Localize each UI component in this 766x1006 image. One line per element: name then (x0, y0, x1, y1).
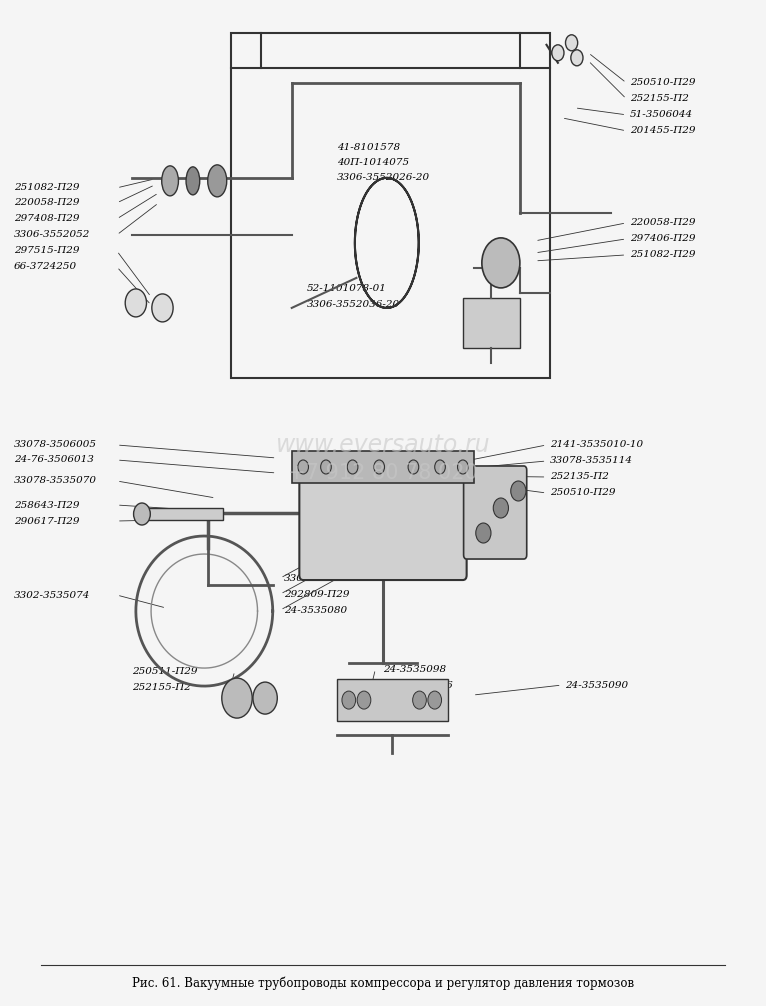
Text: 3306-3552036-20: 3306-3552036-20 (307, 301, 400, 310)
Text: 33078-3535114: 33078-3535114 (550, 457, 633, 466)
Circle shape (482, 237, 520, 288)
Text: 2141-3535010-10: 2141-3535010-10 (550, 441, 643, 450)
Text: 250510-П29: 250510-П29 (630, 78, 696, 88)
Circle shape (321, 460, 331, 474)
Text: 251082-П29: 251082-П29 (630, 250, 696, 260)
Ellipse shape (162, 166, 178, 196)
Text: 201455-П29: 201455-П29 (630, 127, 696, 136)
Circle shape (435, 460, 445, 474)
Bar (292, 451, 474, 483)
Text: 51-3506044: 51-3506044 (630, 111, 693, 120)
Text: 220058-П29: 220058-П29 (630, 218, 696, 227)
Circle shape (457, 460, 468, 474)
Bar (143, 508, 224, 520)
Circle shape (493, 498, 509, 518)
Text: 250510-П29: 250510-П29 (550, 489, 616, 498)
Bar (337, 679, 447, 721)
Circle shape (413, 691, 427, 709)
Circle shape (408, 460, 419, 474)
Text: www.eversauto.ru: www.eversauto.ru (276, 433, 490, 457)
Text: 412-3535106: 412-3535106 (383, 681, 453, 689)
Circle shape (565, 35, 578, 50)
Circle shape (571, 50, 583, 65)
Circle shape (374, 460, 385, 474)
Text: 297408-П29: 297408-П29 (15, 214, 80, 223)
Text: 220058-П29: 220058-П29 (15, 198, 80, 207)
Text: Рис. 61. Вакуумные трубопроводы компрессора и регулятор давления тормозов: Рис. 61. Вакуумные трубопроводы компресс… (132, 977, 634, 990)
Text: 41-8101578: 41-8101578 (337, 143, 401, 152)
Bar (463, 298, 520, 348)
FancyBboxPatch shape (463, 466, 527, 559)
Text: 24-3535098: 24-3535098 (383, 665, 446, 674)
Text: 3302-3535074: 3302-3535074 (15, 591, 90, 600)
Text: 24-76-3506013: 24-76-3506013 (15, 456, 94, 465)
Text: 66-3724250: 66-3724250 (15, 263, 77, 272)
Circle shape (511, 481, 526, 501)
Circle shape (253, 682, 277, 714)
FancyBboxPatch shape (300, 470, 466, 580)
Circle shape (347, 460, 358, 474)
Circle shape (476, 523, 491, 543)
Circle shape (133, 503, 150, 525)
Circle shape (552, 45, 564, 60)
Circle shape (152, 294, 173, 322)
Text: 24-3535090: 24-3535090 (565, 681, 629, 689)
Text: 3306-3552026-20: 3306-3552026-20 (337, 173, 430, 182)
Circle shape (222, 678, 252, 718)
Text: 40П-1014075: 40П-1014075 (337, 158, 410, 167)
Text: 3306-3552052: 3306-3552052 (15, 230, 90, 239)
Circle shape (357, 691, 371, 709)
Text: 252155-П2: 252155-П2 (630, 95, 689, 104)
Ellipse shape (186, 167, 200, 195)
Text: 297515-П29: 297515-П29 (15, 246, 80, 256)
Text: 24-3535080: 24-3535080 (284, 606, 347, 615)
Text: 252135-П2: 252135-П2 (550, 473, 609, 482)
Text: 24-3535110: 24-3535110 (383, 696, 446, 705)
Bar (231, 33, 550, 378)
Text: 292809-П29: 292809-П29 (284, 590, 349, 599)
Ellipse shape (208, 165, 227, 197)
Text: 297406-П29: 297406-П29 (630, 234, 696, 243)
Text: +7 912 80 78 020: +7 912 80 78 020 (288, 463, 478, 483)
Text: 33078-3535070: 33078-3535070 (15, 477, 97, 486)
Text: 52-1101078-01: 52-1101078-01 (307, 285, 387, 294)
Text: 290617-П29: 290617-П29 (15, 516, 80, 525)
Circle shape (428, 691, 441, 709)
Text: 252155-П2: 252155-П2 (132, 683, 191, 691)
Text: 258643-П29: 258643-П29 (15, 501, 80, 509)
Text: 33078-3506005: 33078-3506005 (15, 441, 97, 450)
Circle shape (298, 460, 309, 474)
Text: 251082-П29: 251082-П29 (15, 183, 80, 192)
Text: 250511-П29: 250511-П29 (132, 667, 198, 676)
Circle shape (125, 289, 146, 317)
Circle shape (342, 691, 355, 709)
Text: 33078-3535066: 33078-3535066 (284, 573, 367, 582)
